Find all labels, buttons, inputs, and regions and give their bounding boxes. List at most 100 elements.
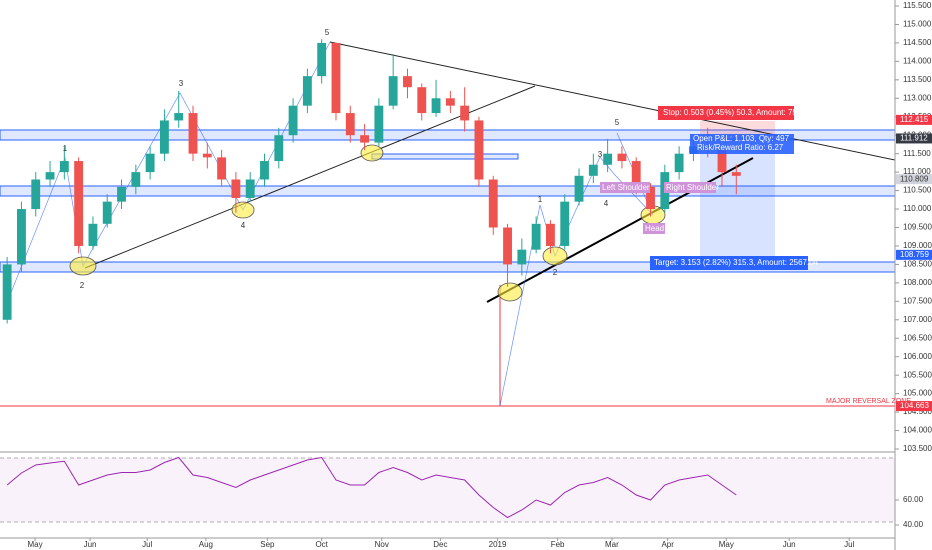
target-label: Target: 3.153 (2.82%) 315.3, Amount: 256… — [654, 258, 819, 267]
price-marker — [896, 133, 932, 144]
highlight — [231, 201, 255, 219]
trend-line — [329, 41, 896, 161]
y-tick-label: 111.500 — [903, 149, 931, 158]
wave-label: 5 — [325, 28, 330, 37]
y-tick-label: 107.500 — [903, 296, 932, 305]
highlight — [69, 256, 97, 276]
candle-body — [2, 264, 12, 320]
candle-body — [588, 164, 598, 176]
candle-body — [417, 87, 427, 114]
y-tick-label: 106.000 — [903, 352, 932, 361]
shoulder-box — [600, 182, 650, 193]
y-tick-label: 111.000 — [903, 167, 931, 176]
x-tick-label: Jun — [783, 540, 796, 549]
wave-label: 5 — [615, 118, 620, 127]
wave-label: 4 — [241, 221, 246, 230]
candle-body — [474, 120, 484, 180]
zone-label: MAJOR REVERSAL ZONE — [826, 398, 911, 405]
y-tick-label: 110.500 — [903, 186, 932, 195]
y-tick-label: 104.500 — [903, 407, 932, 416]
y-tick-label: 109.000 — [903, 241, 932, 250]
price-marker — [896, 249, 932, 260]
price-marker-label: 104.663 — [900, 401, 929, 410]
wave-label: 2 — [553, 268, 558, 277]
y-tick-label: 103.500 — [903, 444, 932, 453]
candle-body — [617, 153, 627, 162]
candle-body — [245, 179, 255, 198]
price-marker-label: 111.912 — [900, 134, 928, 143]
shoulder-label: Right Shoulder — [666, 183, 719, 192]
y-tick-label: 107.000 — [903, 315, 932, 324]
x-tick-label: May — [27, 540, 42, 549]
y-tick-label: 105.500 — [903, 370, 932, 379]
price-marker — [896, 174, 932, 185]
wave-label: 1 — [538, 195, 543, 204]
price-marker-label: 112.415 — [900, 115, 929, 124]
y-tick-label: 105.000 — [903, 389, 932, 398]
highlight — [542, 246, 568, 266]
candle-body — [717, 149, 727, 173]
y-tick-label: 115.500 — [903, 1, 932, 10]
candle-body — [574, 175, 584, 202]
price-marker — [896, 401, 932, 412]
target-area — [700, 150, 775, 262]
candle-body — [74, 161, 84, 246]
candle-body — [17, 209, 26, 265]
candle-body — [288, 105, 298, 136]
highlight — [497, 282, 523, 302]
candle-body — [102, 201, 112, 224]
price-marker-label: 110.809 — [900, 174, 929, 183]
y-tick-label: 115.000 — [903, 20, 932, 29]
candle-body — [674, 153, 684, 173]
candle-body — [159, 120, 169, 154]
candle-body — [646, 186, 655, 210]
candle-body — [631, 161, 641, 187]
y-tick-label: 109.500 — [903, 223, 932, 232]
small-zone — [371, 153, 519, 160]
candle-body — [731, 172, 741, 176]
candle-body — [274, 135, 284, 162]
price-marker-label: 108.759 — [900, 250, 929, 259]
candle-body — [517, 249, 527, 265]
price-marker — [896, 114, 932, 125]
wave-label: 1 — [63, 144, 68, 153]
ratio-label: Risk/Reward Ratio: 6.27 — [697, 143, 784, 152]
candle-body — [560, 201, 570, 246]
x-tick-label: Aug — [199, 540, 213, 549]
y-tick-label: 104.000 — [903, 426, 932, 435]
x-tick-label: Feb — [551, 540, 565, 549]
x-tick-label: Nov — [375, 540, 389, 549]
candle-body — [431, 98, 441, 114]
candle-body — [603, 153, 613, 165]
shoulder-label: Left Shoulder — [602, 183, 650, 192]
candle-body — [488, 179, 498, 228]
candle-body — [460, 105, 470, 121]
candle-body — [317, 42, 327, 77]
candle-body — [217, 157, 227, 180]
pnl-box — [690, 134, 794, 154]
candle-body — [188, 113, 198, 154]
y-tick-label: 108.500 — [903, 260, 932, 269]
x-tick-label: 2019 — [489, 540, 507, 549]
x-tick-label: Jul — [142, 540, 152, 549]
wave-label: 4 — [604, 199, 609, 208]
pnl-label: Open P&L: 1.103, Qty: 497 — [693, 134, 790, 143]
y-tick-label: 108.000 — [903, 278, 932, 287]
y-tick-label: 114.500 — [903, 38, 932, 47]
x-tick-label: Sep — [260, 540, 275, 549]
y-tick-label: 40.00 — [903, 520, 924, 529]
candle-body — [360, 135, 370, 143]
x-tick-label: Mar — [605, 540, 619, 549]
head-box — [643, 223, 665, 234]
stop-label: Stop: 0.503 (0.45%) 50.3, Amount: 750.01 — [663, 108, 813, 117]
candle-body — [445, 98, 455, 106]
candle-body — [403, 76, 412, 88]
candle-body — [131, 172, 141, 187]
highlight — [360, 144, 384, 162]
candle-body — [231, 179, 241, 198]
y-tick-label: 110.000 — [903, 204, 932, 213]
shoulder-box — [664, 182, 716, 193]
head-label: Head — [645, 224, 664, 233]
candle-body — [302, 76, 312, 106]
y-tick-label: 60.00 — [903, 495, 924, 504]
